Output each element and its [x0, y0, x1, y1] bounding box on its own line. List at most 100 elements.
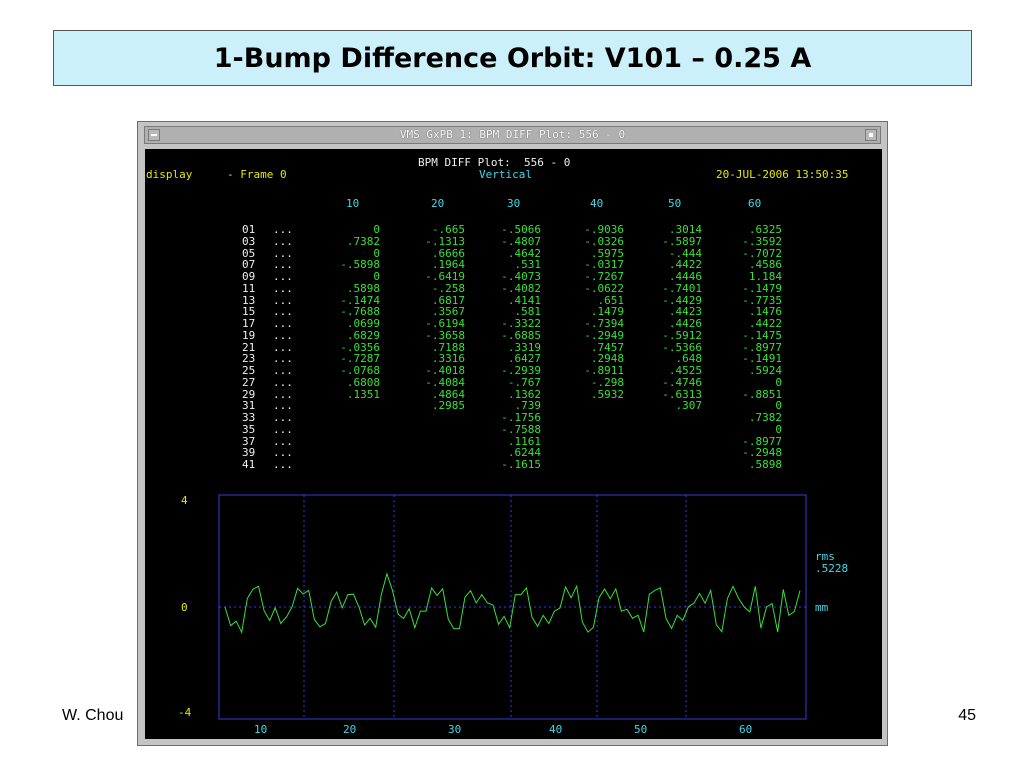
table-cell: -.4082: [501, 281, 541, 295]
row-dots: ...: [273, 234, 293, 248]
table-cell: -.4746: [662, 375, 702, 389]
table-cell: 0: [373, 223, 380, 236]
table-cell: .0699: [346, 317, 380, 330]
window-resize-icon[interactable]: [865, 129, 877, 141]
row-label: 37: [242, 434, 256, 448]
table-cell: .4426: [668, 317, 702, 330]
window-menu-icon[interactable]: [148, 129, 160, 141]
row-label: 13: [242, 293, 256, 307]
table-cell: .7382: [346, 234, 380, 248]
x-tick-label: 50: [634, 723, 648, 736]
table-cell: -.7401: [662, 281, 702, 295]
row-dots: ...: [273, 434, 293, 448]
row-dots: ...: [273, 375, 293, 389]
row-dots: ...: [273, 258, 293, 272]
row-label: 39: [242, 446, 256, 460]
table-cell: .4586: [748, 258, 782, 272]
unit-label: mm: [815, 601, 829, 614]
table-cell: .4422: [748, 317, 782, 330]
x-tick-label: 10: [254, 723, 268, 736]
table-cell: -.7267: [584, 270, 624, 283]
table-cell: -.0356: [340, 340, 380, 354]
column-header: 30: [507, 197, 521, 210]
table-cell: -.1756: [501, 411, 541, 424]
table-cell: -.1475: [742, 328, 782, 342]
table-cell: .581: [514, 305, 542, 319]
x-tick-label: 30: [448, 723, 462, 736]
table-cell: -.6419: [425, 270, 465, 283]
row-dots: ...: [273, 352, 293, 366]
row-dots: ...: [273, 317, 293, 330]
table-cell: .6325: [748, 223, 782, 236]
table-cell: .3319: [507, 340, 541, 354]
table-cell: .5898: [346, 281, 380, 295]
table-cell: -.8977: [742, 434, 782, 448]
table-cell: -.7688: [340, 305, 380, 319]
plot-frame: [218, 494, 807, 720]
table-cell: -.0622: [584, 281, 624, 295]
table-cell: .531: [514, 258, 542, 272]
table-cell: .651: [597, 293, 625, 307]
table-cell: -.0326: [584, 234, 624, 248]
row-dots: ...: [273, 328, 293, 342]
table-cell: -.8851: [742, 387, 782, 401]
table-cell: -.1491: [742, 352, 782, 366]
row-dots: ...: [273, 340, 293, 354]
table-cell: -.6313: [662, 387, 702, 401]
column-header: 60: [748, 197, 762, 210]
table-cell: -.3658: [425, 328, 465, 342]
table-cell: 0: [373, 270, 380, 283]
table-cell: -.8977: [742, 340, 782, 354]
table-cell: .739: [514, 399, 542, 413]
table-cell: .4141: [507, 293, 541, 307]
rms-value: .5228: [815, 562, 849, 575]
table-cell: .5924: [748, 364, 782, 377]
row-dots: ...: [273, 305, 293, 319]
table-cell: .648: [675, 352, 703, 366]
rms-label: rms: [815, 550, 835, 563]
table-cell: 1.184: [748, 270, 782, 283]
table-cell: -.0768: [340, 364, 380, 377]
row-dots: ...: [273, 446, 293, 460]
y-axis-zero-label: 0: [181, 601, 188, 614]
table-cell: 0: [775, 399, 782, 413]
row-label: 05: [242, 246, 256, 260]
table-cell: -.1313: [425, 234, 465, 248]
table-cell: -.1479: [742, 281, 782, 295]
row-label: 27: [242, 375, 256, 389]
row-label: 23: [242, 352, 256, 366]
table-cell: .6427: [507, 352, 541, 366]
row-dots: ...: [273, 281, 293, 295]
table-cell: -.5898: [340, 258, 380, 272]
row-label: 35: [242, 422, 256, 436]
x-tick-label: 20: [343, 723, 357, 736]
table-cell: .4642: [507, 246, 541, 260]
table-cell: .6817: [431, 293, 465, 307]
table-cell: -.3322: [501, 317, 541, 330]
row-label: 25: [242, 364, 256, 377]
y-axis-top-label: 4: [181, 494, 188, 507]
row-dots: ...: [273, 293, 293, 307]
y-axis-bottom-label: -4: [178, 706, 192, 719]
row-dots: ...: [273, 223, 293, 236]
table-cell: -.0317: [584, 258, 624, 272]
timestamp: 20-JUL-2006 13:50:35: [716, 168, 849, 181]
table-cell: -.6885: [501, 328, 541, 342]
orbit-trace: [224, 572, 801, 634]
row-label: 03: [242, 234, 256, 248]
slide-page-number: 45: [958, 707, 976, 724]
table-cell: -.5897: [662, 234, 702, 248]
table-cell: -.5912: [662, 328, 702, 342]
table-cell: .5898: [748, 458, 782, 471]
table-cell: -.665: [431, 223, 465, 236]
row-dots: ...: [273, 270, 293, 283]
plane-label: Vertical: [479, 168, 532, 181]
window-titlebar[interactable]: VMS GxPB 1: BPM DIFF Plot: 556 - 0: [144, 126, 881, 144]
table-cell: .3567: [431, 305, 465, 319]
x-tick-label: 40: [549, 723, 563, 736]
plot-screen: BPM DIFF Plot: 556 - 0 display - Frame 0…: [145, 149, 882, 739]
table-cell: -.7287: [340, 352, 380, 366]
screen-header-title: BPM DIFF Plot: 556 - 0: [418, 156, 571, 169]
table-cell: 0: [775, 422, 782, 436]
table-cell: .1476: [748, 305, 782, 319]
